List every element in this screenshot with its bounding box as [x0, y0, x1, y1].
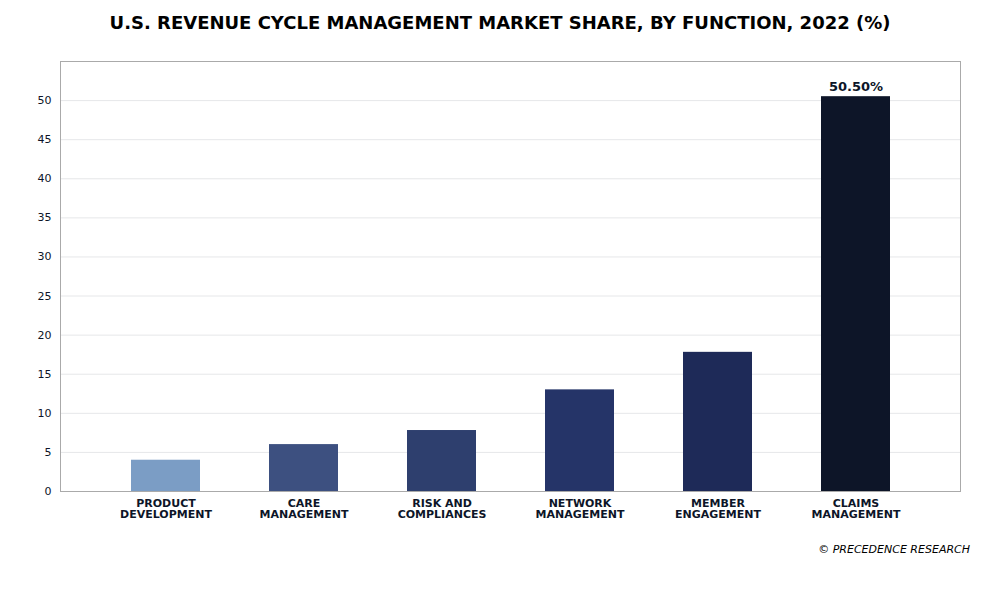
svg-text:20: 20: [38, 329, 52, 342]
svg-text:10: 10: [38, 407, 52, 420]
svg-text:0: 0: [45, 485, 52, 498]
svg-text:CAREMANAGEMENT: CAREMANAGEMENT: [260, 497, 349, 521]
svg-text:RISK ANDCOMPLIANCES: RISK ANDCOMPLIANCES: [398, 497, 487, 521]
svg-text:5: 5: [45, 446, 52, 459]
svg-text:15: 15: [38, 368, 52, 381]
svg-text:50: 50: [38, 94, 52, 107]
html-text:U.S. REVENUE CYCLE MANAGEMENT: U.S. REVENUE CYCLE MANAGEMENT MARKET SHA…: [109, 12, 891, 33]
svg-text:35: 35: [38, 211, 52, 224]
svg-text:40: 40: [38, 172, 52, 185]
svg-text:NETWORKMANAGEMENT: NETWORKMANAGEMENT: [536, 497, 625, 521]
svg-text:30: 30: [38, 250, 52, 263]
svg-text:45: 45: [38, 133, 52, 146]
svg-text:25: 25: [38, 290, 52, 303]
svg-text:CLAIMSMANAGEMENT: CLAIMSMANAGEMENT: [812, 497, 901, 521]
html-text:© PRECEDENCE RESEARCH: © PRECEDENCE RESEARCH: [818, 543, 970, 556]
svg-text:MEMBERENGAGEMENT: MEMBERENGAGEMENT: [675, 497, 761, 521]
svg-text:50.50%: 50.50%: [829, 79, 883, 94]
svg-text:PRODUCTDEVELOPMENT: PRODUCTDEVELOPMENT: [120, 497, 212, 521]
